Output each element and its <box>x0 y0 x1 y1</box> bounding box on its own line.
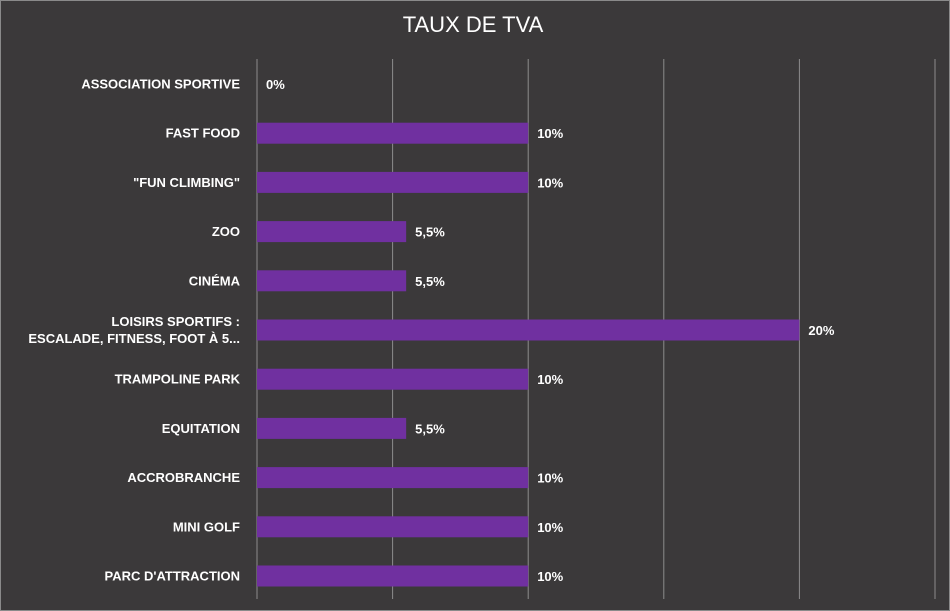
category-label-0: ASSOCIATION SPORTIVE <box>81 77 240 92</box>
category-labels: ASSOCIATION SPORTIVE FAST FOOD "FUN CLIMBI… <box>28 77 240 584</box>
data-label-1: 10% <box>537 126 563 141</box>
data-label-8: 10% <box>537 471 563 486</box>
data-label-3: 5,5% <box>415 225 445 240</box>
bar-2 <box>257 171 529 193</box>
bars <box>257 122 800 587</box>
data-label-5: 20% <box>808 323 834 338</box>
bar-10 <box>257 565 529 587</box>
bar-9 <box>257 516 529 538</box>
bar-7 <box>257 417 407 439</box>
bar-4 <box>257 270 407 292</box>
chart-title: TAUX DE TVA <box>403 12 544 37</box>
data-label-0: 0% <box>266 77 285 92</box>
data-label-9: 10% <box>537 520 563 535</box>
bar-8 <box>257 467 529 489</box>
bar-1 <box>257 122 529 144</box>
data-label-6: 10% <box>537 372 563 387</box>
bar-3 <box>257 221 407 243</box>
category-label-7: EQUITATION <box>162 421 240 436</box>
data-labels: 0% 10% 10% 5,5% 5,5% 20% 10% 5,5% 10% 10% 10% <box>266 77 835 584</box>
data-label-7: 5,5% <box>415 421 445 436</box>
category-label-5: LOISIRS SPORTIFS : ESCALADE, FITNESS, FOO… <box>28 314 240 346</box>
bar-5 <box>257 319 800 341</box>
bar-6 <box>257 368 529 390</box>
category-label-4: CINÉMA <box>189 273 241 288</box>
category-label-6: TRAMPOLINE PARK <box>115 372 241 387</box>
category-label-9: MINI GOLF <box>173 519 240 534</box>
category-label-10: PARC D'ATTRACTION <box>105 569 240 584</box>
category-label-2: "FUN CLIMBING" <box>133 175 240 190</box>
data-label-10: 10% <box>537 569 563 584</box>
data-label-4: 5,5% <box>415 274 445 289</box>
data-label-2: 10% <box>537 175 563 190</box>
category-label-1: FAST FOOD <box>166 126 240 141</box>
category-label-8: ACCROBRANCHE <box>127 470 240 485</box>
category-label-3: ZOO <box>212 224 240 239</box>
